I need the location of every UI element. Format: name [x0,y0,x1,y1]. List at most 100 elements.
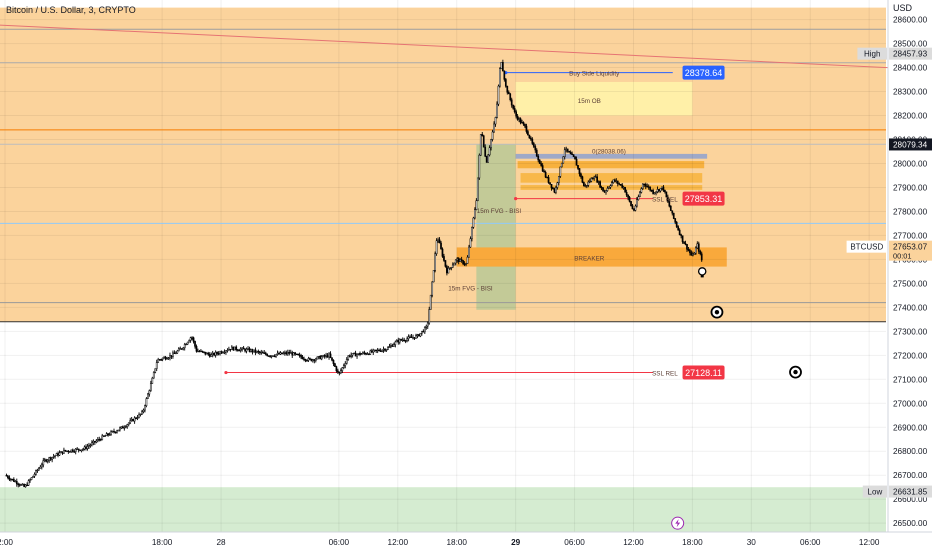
candle-body [431,281,434,296]
target-icon[interactable] [710,305,724,319]
candle-body [594,176,597,178]
candle-body [615,180,618,183]
candle-body [437,239,439,241]
candle-body [332,359,335,364]
candle-body [208,354,211,357]
candle-body [163,357,165,359]
candle-body [378,349,380,352]
block-zone-2 [520,173,703,183]
candle-body [599,181,601,188]
price-tick-label: 26900.00 [893,423,928,432]
trend-line [0,24,932,71]
candle-body [107,433,109,436]
low-axis-tag[interactable] [889,485,932,498]
price-axis[interactable]: 28600.00 28500.00 28400.00 28300.00 28200.00… [846,0,932,532]
candle-body [700,253,703,261]
lightning-icon[interactable] [671,516,685,530]
candle-body [203,351,205,353]
candle-body [158,359,161,361]
candle-body [584,185,587,187]
candle-body [344,363,347,366]
time-tick-label: 29 [511,538,521,547]
candle-body [674,218,677,223]
candle-body [119,427,121,431]
candle-body [479,134,482,156]
candle-body [428,309,431,324]
candle-body [42,460,45,466]
candle-body [142,409,145,412]
candle-body [250,349,252,352]
candle-body [591,178,594,180]
candle-body [292,352,295,356]
target-icon[interactable] [789,365,802,379]
candle-body [671,210,674,214]
candle-body [625,192,628,196]
candle-body [362,352,364,355]
high-axis-tag[interactable] [889,47,932,60]
candle-body [453,262,456,266]
candle-body [603,190,606,193]
candle-body [532,143,535,147]
candle-body [263,352,266,354]
candle-body [555,187,557,193]
candle-body [147,393,149,399]
candle-body [347,355,350,360]
bsl-price-tag [682,65,725,80]
candle-body [459,259,462,262]
candle-body [484,146,487,157]
candle-body [35,470,37,475]
candle-body [189,337,192,341]
candle-body [241,347,244,350]
candle-body [367,353,370,355]
candle-body [172,352,174,357]
price-tick-label: 28200.00 [893,112,928,121]
time-axis[interactable]: 2:00 18:00 28 06:00 12:00 18:00 29 06:00 12:00 18… [0,531,932,550]
candle-body [692,254,694,256]
candle-body [86,446,89,449]
candle-body [398,339,401,343]
candle-body [585,185,588,187]
bulb-icon[interactable] [697,267,707,278]
candle-body [98,439,101,441]
candle-body [611,182,613,187]
candle-body [482,135,485,148]
markers-layer[interactable] [671,267,802,530]
candle-body [74,448,77,452]
candle-body [238,349,241,352]
candle-body [590,178,593,182]
candle-body [415,335,417,339]
candle-body [105,433,108,437]
candle-body [553,188,556,193]
ob-zone [515,81,693,116]
price-tick-label: 27200.00 [893,351,928,360]
candle-body [494,117,497,125]
fvg-zone [476,144,516,310]
btcusd-axis-tag[interactable] [889,240,932,261]
candle-body [176,350,179,354]
candle-body [108,434,111,436]
candle-body [512,104,515,109]
price-tag-value: 27128.11 [685,368,722,378]
annotation-label: 15m FVG - BISI [448,286,493,293]
candle-body [440,242,442,250]
candle-body [211,352,214,355]
candle-body [650,189,653,192]
candle-body [578,168,581,175]
candle-body [85,446,87,449]
candle-body [485,155,488,163]
candle-body [661,186,663,189]
candle-body [319,356,322,360]
current-axis-tag[interactable] [889,138,932,151]
candle-body [694,247,697,254]
candle-body [161,357,164,360]
candle-body [253,349,255,353]
candle-body [522,122,525,125]
candle-body [538,159,541,164]
candle-body [294,352,297,355]
candle-body [636,199,638,207]
candle-body [101,435,104,441]
candle-body [27,480,30,486]
candle-body [515,111,517,117]
candle-body [338,371,341,374]
